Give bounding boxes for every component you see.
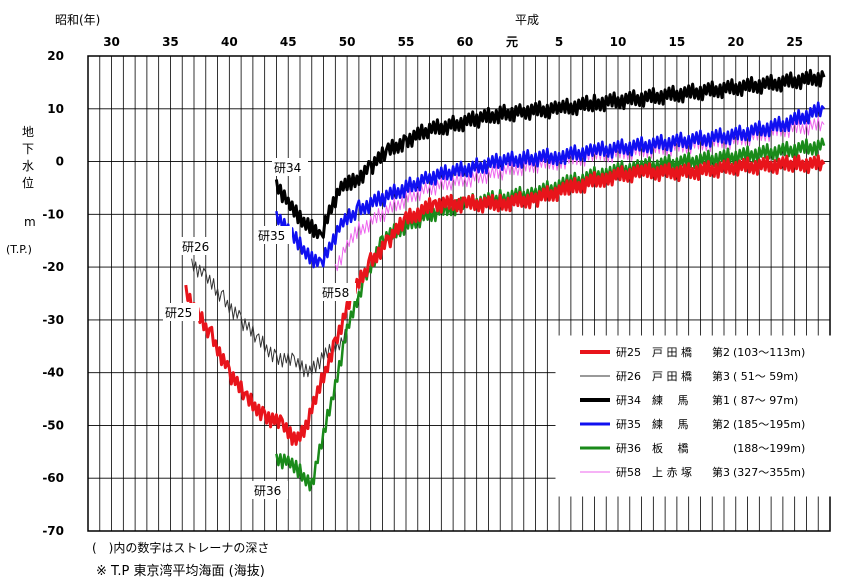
x-tick-label: 55 (398, 35, 415, 49)
y-tick-label: 10 (47, 102, 64, 116)
chart-series (184, 68, 826, 492)
legend-place-s35: 練 馬 (652, 417, 689, 431)
legend-name-s26: 研26 (616, 370, 641, 383)
legend-name-s34: 研34 (616, 394, 641, 407)
y-label-char-1: 地 (22, 125, 34, 139)
chart-grid (87, 55, 831, 532)
legend-number-s25: 第2 (712, 345, 730, 359)
legend-name-s58: 研58 (616, 466, 641, 479)
x-tick-label: 40 (221, 35, 238, 49)
legend-number-s34: 第1 (712, 393, 730, 407)
x-tick-label: 60 (457, 35, 474, 49)
legend-depth-s25: (103〜113m) (733, 346, 805, 359)
series-line-s34 (274, 68, 826, 240)
legend-place-s26: 戸 田 橋 (652, 369, 692, 383)
y-label-char-3: 水 (22, 159, 34, 173)
series-annotations: 研34 研35 研26 研25 研58 研36 (163, 158, 356, 499)
x-tick-label: 30 (103, 35, 120, 49)
x-tick-label: 元 (506, 35, 518, 49)
legend-place-s36: 板 橋 (652, 441, 689, 455)
series-line-s35 (275, 101, 826, 269)
y-tick-label: 20 (47, 49, 64, 63)
strainer-note: ( )内の数字はストレーナの深さ (92, 541, 270, 555)
x-tick-label: 5 (555, 35, 563, 49)
y-tick-label: -60 (42, 471, 64, 485)
x-tick-label: 25 (786, 35, 803, 49)
y-tick-label: -10 (42, 207, 64, 221)
showa-era-label: 昭和(年) (55, 13, 100, 27)
legend-name-s35: 研35 (616, 418, 641, 431)
legend-name-s36: 研36 (616, 442, 641, 455)
tp-note: ※ T.P 東京湾平均海面 (海抜) (96, 564, 265, 579)
legend-depth-s26: ( 51〜 59m) (733, 370, 798, 383)
annotation-s35: 研35 (258, 229, 285, 243)
annotation-s26: 研26 (182, 240, 209, 254)
legend-number-s35: 第2 (712, 417, 730, 431)
y-tick-label: -40 (42, 366, 64, 380)
y-tick-label: 0 (56, 155, 64, 169)
y-label-char-2: 下 (22, 142, 34, 156)
x-tick-label: 35 (162, 35, 179, 49)
y-label-char-4: 位 (22, 175, 34, 190)
legend-depth-s36: (188〜199m) (733, 442, 805, 455)
y-tick-labels: 20 10 0 -10 -20 -30 -40 -50 -60 -70 (42, 49, 64, 538)
legend-number-s58: 第3 (712, 465, 730, 479)
y-tick-label: -30 (42, 313, 64, 327)
legend-depth-s58: (327〜355m) (733, 466, 805, 479)
y-tick-label: -70 (42, 524, 64, 538)
annotation-s34: 研34 (274, 161, 301, 175)
x-tick-label: 45 (280, 35, 297, 49)
series-line-s25 (184, 154, 826, 446)
annotation-s36: 研36 (254, 484, 281, 498)
legend-number-s26: 第3 (712, 369, 730, 383)
legend-depth-s35: (185〜195m) (733, 418, 805, 431)
x-tick-label: 50 (339, 35, 356, 49)
plot-frame (87, 55, 831, 532)
y-datum-label: (T.P.) (6, 243, 32, 256)
heisei-era-label: 平成 (515, 13, 539, 27)
legend-place-s34: 練 馬 (652, 393, 689, 407)
legend-place-s58: 上 赤 塚 (652, 466, 692, 479)
series-line-s26 (191, 258, 348, 378)
x-tick-label: 15 (669, 35, 686, 49)
x-tick-label: 10 (610, 35, 627, 49)
y-unit-label: m (24, 215, 36, 229)
x-tick-label: 20 (727, 35, 744, 49)
y-tick-label: -20 (42, 260, 64, 274)
annotation-s25: 研25 (165, 306, 192, 320)
chart-legend: 研25 戸 田 橋第2 (103〜113m)研26 戸 田 橋第3( 51〜 59m)… (555, 335, 840, 497)
legend-place-s25: 戸 田 橋 (652, 345, 692, 359)
y-tick-label: -50 (42, 418, 64, 432)
legend-name-s25: 研25 (616, 346, 641, 359)
x-tick-labels: 30 35 40 45 50 55 60 元 5 10 15 20 25 (103, 35, 803, 49)
annotation-s58: 研58 (322, 286, 349, 300)
legend-depth-s34: ( 87〜 97m) (733, 394, 798, 407)
